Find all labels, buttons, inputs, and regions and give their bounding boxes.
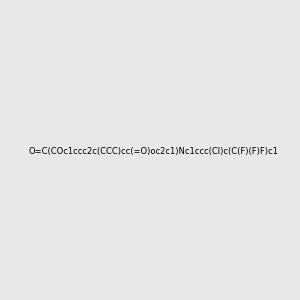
- Text: O=C(COc1ccc2c(CCC)cc(=O)oc2c1)Nc1ccc(Cl)c(C(F)(F)F)c1: O=C(COc1ccc2c(CCC)cc(=O)oc2c1)Nc1ccc(Cl)…: [29, 147, 279, 156]
